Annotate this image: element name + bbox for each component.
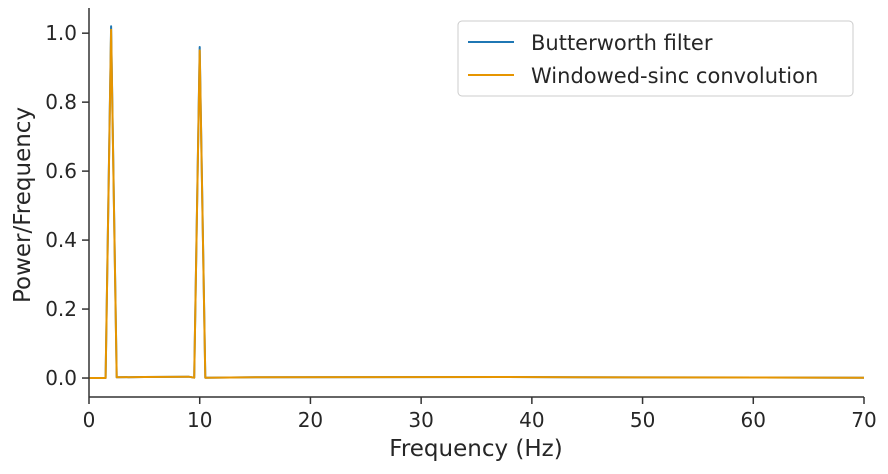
y-tick-label: 0.2 (45, 297, 77, 321)
y-tick-label: 0.4 (45, 228, 77, 252)
y-axis-ticks: 0.0 0.2 0.4 0.6 0.8 1.0 (45, 21, 89, 390)
x-tick-label: 0 (83, 408, 96, 432)
x-tick-label: 50 (630, 408, 655, 432)
legend-label-butterworth: Butterworth filter (531, 31, 713, 55)
y-tick-label: 0.0 (45, 366, 77, 390)
x-axis-label: Frequency (Hz) (389, 436, 562, 462)
y-tick-label: 0.6 (45, 159, 77, 183)
y-axis-label: Power/Frequency (10, 107, 36, 303)
y-tick-label: 1.0 (45, 21, 77, 45)
plot-lines (89, 25, 865, 379)
x-tick-label: 30 (408, 408, 433, 432)
x-tick-label: 10 (187, 408, 212, 432)
x-tick-label: 40 (519, 408, 544, 432)
y-tick-label: 0.8 (45, 90, 77, 114)
x-axis-ticks: 0 10 20 30 40 50 60 70 (83, 397, 877, 432)
series-line-windowed-sinc (89, 28, 865, 379)
legend-box (457, 20, 854, 97)
legend: Butterworth filter Windowed-sinc convolu… (457, 20, 854, 97)
x-tick-label: 70 (851, 408, 876, 432)
legend-label-windowed-sinc: Windowed-sinc convolution (531, 64, 818, 88)
x-tick-label: 20 (298, 408, 323, 432)
x-tick-label: 60 (741, 408, 766, 432)
